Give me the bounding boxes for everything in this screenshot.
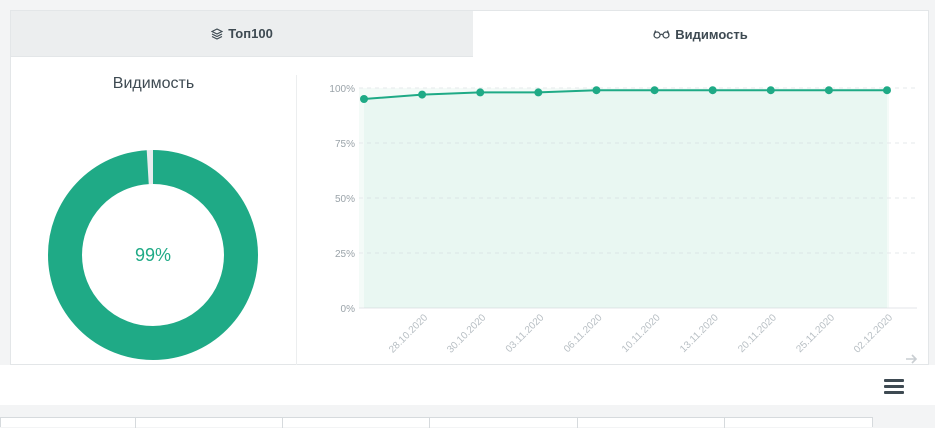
- series-line: [363, 89, 887, 100]
- series-area: [364, 90, 887, 308]
- data-point: [766, 86, 775, 95]
- donut-value-arc: [48, 150, 258, 360]
- visibility-panel: Топ100 Видимость Видимость 99% 0% 25% 50% 7…: [10, 10, 929, 365]
- x-tick-label: 06.11.2020: [562, 312, 605, 355]
- x-tick-label: 28.10.2020: [387, 312, 430, 355]
- tab-top100-label: Топ100: [228, 26, 273, 41]
- data-point: [476, 88, 485, 97]
- divider: [296, 75, 297, 365]
- table-column-divider: [429, 418, 430, 428]
- donut-svg: [48, 150, 258, 360]
- y-tick-label: 50%: [335, 194, 355, 205]
- table-column-divider: [724, 418, 725, 428]
- tab-top100[interactable]: Топ100: [11, 11, 473, 57]
- data-point: [708, 86, 717, 95]
- tab-visibility-label: Видимость: [675, 26, 748, 42]
- x-tick-label: 03.11.2020: [504, 312, 547, 355]
- data-point: [883, 86, 891, 95]
- table-column-divider: [282, 418, 283, 428]
- data-point: [650, 86, 659, 95]
- x-tick-label: 25.11.2020: [794, 312, 837, 355]
- data-point: [418, 90, 427, 99]
- x-tick-label: 13.11.2020: [678, 312, 721, 355]
- visibility-percent: 99%: [134, 244, 172, 265]
- tab-bar: Топ100 Видимость: [11, 11, 928, 57]
- chart-toolbar: [0, 365, 935, 405]
- y-tick-label: 25%: [335, 249, 355, 260]
- x-tick-label: 30.10.2020: [445, 312, 488, 355]
- layers-icon: [211, 27, 224, 40]
- data-point: [360, 95, 368, 103]
- glasses-icon: [653, 30, 670, 39]
- y-tick-label: 100%: [329, 84, 355, 95]
- x-tick-label: 10.11.2020: [620, 312, 663, 355]
- visibility-title: Видимость: [112, 75, 195, 92]
- y-tick-label: 0%: [341, 304, 356, 315]
- y-tick-label: 75%: [335, 139, 355, 150]
- data-point: [824, 86, 833, 95]
- visibility-chart: 0% 25% 50% 75% 100% 28.10.2020 30.10.2020 03.11…: [329, 84, 917, 356]
- hamburger-menu-icon[interactable]: [884, 379, 904, 395]
- visibility-donut: 99%: [47, 149, 259, 361]
- arrow-right-icon[interactable]: [905, 354, 919, 364]
- data-point: [592, 86, 601, 95]
- tab-visibility[interactable]: Видимость: [473, 11, 928, 57]
- table-header: [0, 417, 873, 428]
- x-tick-label: 02.12.2020: [852, 312, 895, 355]
- x-tick-label: 20.11.2020: [736, 312, 779, 355]
- data-point: [534, 88, 543, 97]
- table-column-divider: [135, 418, 136, 428]
- table-column-divider: [577, 418, 578, 428]
